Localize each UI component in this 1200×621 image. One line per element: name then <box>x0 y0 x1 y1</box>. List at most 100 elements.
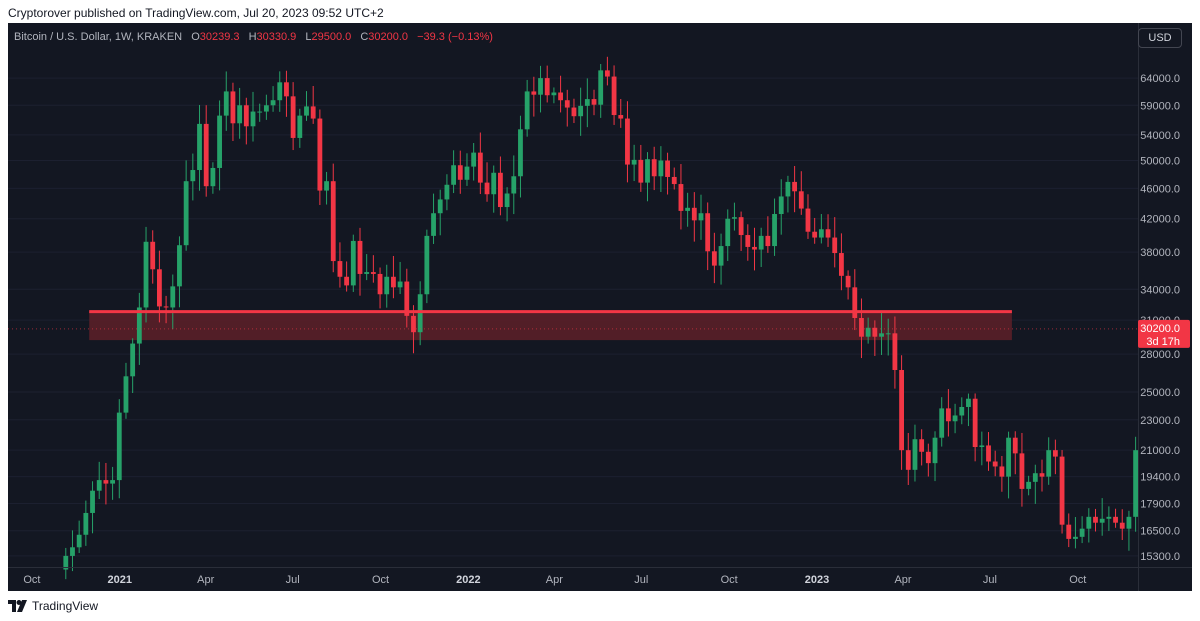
candle-body <box>979 445 985 448</box>
currency-button[interactable]: USD <box>1138 28 1182 48</box>
last-price-value: 30200.0 <box>1140 323 1180 335</box>
candle-body <box>1046 450 1052 477</box>
candle-body <box>544 78 550 96</box>
close-label: C <box>360 31 369 43</box>
candle-body <box>103 480 109 484</box>
price-axis-label: 15300.0 <box>1140 551 1180 563</box>
candle-countdown: 3d 17h <box>1146 336 1180 348</box>
candle-body <box>290 96 296 138</box>
candle-body <box>865 327 871 337</box>
candle-body <box>197 123 202 171</box>
candle-body <box>598 70 604 105</box>
candle-body <box>310 106 316 119</box>
candle-body <box>330 181 336 262</box>
brand-text: TradingView <box>32 599 99 613</box>
candle-body <box>1119 522 1125 529</box>
candle-body <box>424 235 430 295</box>
candle-body <box>270 100 276 106</box>
candle-body <box>357 240 363 274</box>
candle-body <box>992 461 998 467</box>
candle-body <box>370 272 376 274</box>
candle-body <box>304 106 309 116</box>
candle-body <box>518 129 523 177</box>
price-axis-label: 16500.0 <box>1140 526 1180 538</box>
candle-body <box>1073 536 1078 539</box>
candle-body <box>223 91 229 116</box>
time-axis-label: 2023 <box>805 574 829 586</box>
candle-body <box>718 246 724 266</box>
candle-body <box>705 213 711 252</box>
candle-body <box>551 92 557 96</box>
candle-body <box>491 172 497 195</box>
candle-body <box>618 115 624 119</box>
candle-body <box>384 276 390 295</box>
price-axis-label: 21000.0 <box>1140 445 1180 457</box>
price-chart[interactable]: 64000.0 59000.0 54000.0 50000.0 46000.0 42000… <box>8 23 1192 591</box>
candle-body <box>190 170 196 182</box>
symbol-title: Bitcoin / U.S. Dollar, 1W, KRAKEN <box>14 31 183 43</box>
time-axis-label: Jul <box>983 574 997 586</box>
candle-body <box>243 105 249 127</box>
change-value: −39.3 (−0.13%) <box>417 31 493 43</box>
candle-body <box>725 218 731 247</box>
candle-body <box>872 327 878 337</box>
candle-body <box>297 115 303 138</box>
candle-body <box>785 181 791 197</box>
time-axis-label: Jul <box>286 574 300 586</box>
candle-body <box>678 184 684 211</box>
tradingview-logo-icon <box>8 600 27 612</box>
candle-body <box>130 343 136 377</box>
candle-body <box>364 272 370 274</box>
candle-body <box>504 193 510 208</box>
candle-body <box>986 445 991 462</box>
candle-body <box>658 160 664 177</box>
candle-body <box>805 208 811 232</box>
candle-body <box>464 166 470 180</box>
candle-body <box>344 276 350 286</box>
candle-body <box>203 123 209 187</box>
candle-body <box>1052 450 1058 457</box>
candle-body <box>638 159 644 183</box>
candle-body <box>110 480 116 484</box>
candle-body <box>177 245 182 287</box>
candle-body <box>63 555 69 570</box>
candle-body <box>1006 437 1011 477</box>
price-axis-label: 25000.0 <box>1140 387 1180 399</box>
candle-body <box>665 160 670 177</box>
candle-body <box>337 261 343 277</box>
candle-body <box>217 115 222 168</box>
price-axis-label: 38000.0 <box>1140 247 1180 259</box>
candle-body <box>879 333 884 337</box>
time-axis-label: Jul <box>634 574 648 586</box>
high-value: 30330.9 <box>256 31 297 43</box>
time-axis-label: Oct <box>1069 574 1086 586</box>
time-axis-label: Apr <box>894 574 911 586</box>
candle-body <box>892 333 898 370</box>
publisher-text: Cryptorover published on TradingView.com… <box>8 6 384 20</box>
candle-body <box>391 276 396 288</box>
candle-body <box>531 91 537 95</box>
candle-body <box>538 78 543 95</box>
candle-body <box>1026 481 1032 489</box>
candle-body <box>959 406 965 416</box>
candle-body <box>925 451 931 464</box>
price-axis-label: 42000.0 <box>1140 214 1180 226</box>
time-axis-label: Apr <box>197 574 214 586</box>
price-axis-label: 28000.0 <box>1140 349 1180 361</box>
candle-body <box>966 398 971 407</box>
candle-body <box>564 100 570 108</box>
price-axis-label: 59000.0 <box>1140 100 1180 112</box>
candle-body <box>457 165 463 180</box>
candle-body <box>919 439 925 452</box>
candle-body <box>1113 516 1118 523</box>
candle-body <box>1012 437 1018 454</box>
candle-body <box>765 235 771 247</box>
candle-body <box>671 176 677 185</box>
tradingview-brand[interactable]: TradingView <box>8 599 98 613</box>
chart-area[interactable]: 64000.0 59000.0 54000.0 50000.0 46000.0 42000… <box>8 23 1192 591</box>
candle-body <box>745 235 751 247</box>
candle-body <box>571 107 577 117</box>
candle-body <box>832 237 838 254</box>
close-value: 30200.0 <box>368 31 409 43</box>
candle-body <box>912 439 918 470</box>
